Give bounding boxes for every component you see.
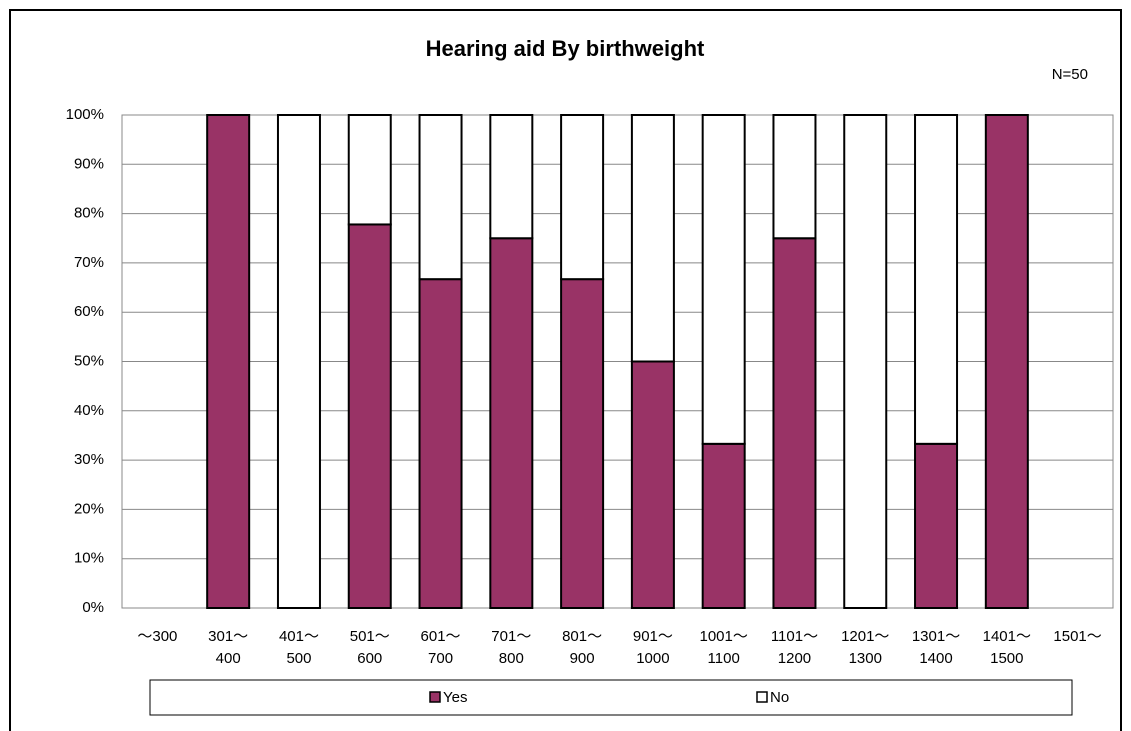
bar-segment: [914, 442, 959, 609]
y-tick-label: 50%: [74, 352, 104, 369]
bar-segment: [984, 114, 1029, 609]
x-tick-label: 601～ 700: [420, 628, 461, 667]
x-tick-label: 501～ 600: [349, 628, 390, 667]
bar-segment: [560, 114, 605, 281]
x-tick-label: 701～ 800: [491, 628, 532, 667]
x-tick-label: 401～ 500: [278, 628, 319, 667]
frame: [9, 9, 1122, 731]
bar-segment: [206, 114, 251, 609]
legend-swatch: [756, 691, 768, 703]
bar-segment: [843, 114, 888, 609]
bar-segment: [418, 114, 463, 281]
y-tick-label: 10%: [74, 550, 104, 567]
x-tick-label: 1201～ 1300: [841, 628, 890, 667]
bar-segment: [630, 114, 675, 363]
y-tick-label: 0%: [82, 599, 104, 616]
y-tick-label: 90%: [74, 155, 104, 172]
y-tick-label: 20%: [74, 500, 104, 517]
y-tick-label: 30%: [74, 451, 104, 468]
bar-segment: [772, 114, 817, 240]
x-tick-label: 1101～ 1200: [770, 628, 819, 667]
y-tick-label: 60%: [74, 303, 104, 320]
bar-segment: [347, 223, 392, 609]
x-tick-label: ～300: [137, 628, 178, 645]
y-tick-label: 80%: [74, 205, 104, 222]
y-tick-label: 100%: [66, 106, 104, 123]
annotation: N=50: [1052, 66, 1088, 83]
legend-label: Yes: [443, 689, 467, 706]
bar-segment: [418, 278, 463, 609]
y-tick-label: 40%: [74, 402, 104, 419]
bar-segment: [701, 442, 746, 609]
chart-title: Hearing aid By birthweight: [426, 36, 705, 61]
bar-segment: [560, 278, 605, 609]
x-tick-label: 1501～: [1053, 628, 1102, 645]
bar-segment: [914, 114, 959, 445]
bar-segment: [489, 114, 534, 240]
bar-segment: [347, 114, 392, 226]
x-tick-label: 1401～ 1500: [982, 628, 1031, 667]
y-tick-label: 70%: [74, 254, 104, 271]
bar-segment: [701, 114, 746, 445]
x-tick-label: 901～ 1000: [632, 628, 673, 667]
bar-segment: [276, 114, 321, 609]
bar-segment: [772, 237, 817, 609]
x-tick-label: 1001～ 1100: [699, 628, 748, 667]
legend-label: No: [770, 689, 789, 706]
x-tick-label: 1301～ 1400: [911, 628, 961, 667]
x-tick-label: 801～ 900: [562, 628, 603, 667]
bar-segment: [630, 360, 675, 609]
bar-segment: [489, 237, 534, 609]
x-tick-label: 301～ 400: [208, 628, 249, 667]
legend-box: [149, 679, 1073, 716]
legend-swatch: [429, 691, 441, 703]
